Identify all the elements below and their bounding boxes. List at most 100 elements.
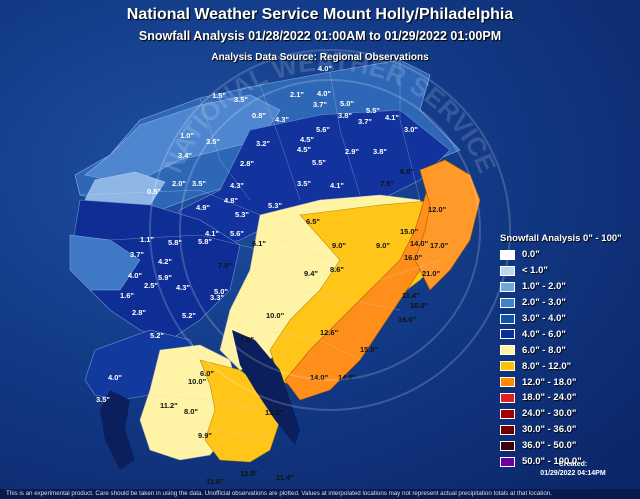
legend-item: 0.0" (500, 247, 638, 263)
legend-label: 0.0" (522, 249, 540, 261)
snowfall-observation: 7.0" (240, 335, 254, 344)
snowfall-observation: 3.7" (130, 250, 144, 259)
snowfall-observation: 4.1" (330, 181, 344, 190)
legend-item: 3.0" - 4.0" (500, 311, 638, 327)
legend-swatch (500, 265, 515, 276)
legend-swatch (500, 281, 515, 292)
snowfall-observation: 3.8" (338, 111, 352, 120)
county-lines (79, 60, 441, 441)
snowfall-observation: 10.0" (188, 377, 207, 386)
snowfall-observation: 8.6" (330, 265, 344, 274)
snowfall-observation: 17.0" (430, 241, 449, 250)
legend-swatch (500, 361, 515, 372)
legend-swatch (500, 377, 515, 388)
snowfall-observation: 3.7" (358, 117, 372, 126)
snowfall-observation: 3.5" (206, 137, 220, 146)
snowfall-observation: 5.6" (230, 229, 244, 238)
legend-label: < 1.0" (522, 265, 548, 277)
snowfall-observation: 4.5" (297, 145, 311, 154)
legend-swatch (500, 345, 515, 356)
legend-label: 3.0" - 4.0" (522, 313, 566, 324)
snowfall-observation: 3.8" (373, 147, 387, 156)
region-12-18-east (414, 159, 481, 291)
snowfall-observation: 14.0" (310, 373, 329, 382)
snowfall-observation: 12.6" (320, 328, 339, 337)
created-label: Created: (558, 461, 588, 468)
snowfall-observation: 2.9" (345, 147, 359, 156)
snowfall-observation: 5.2" (182, 311, 196, 320)
snowfall-observation: 3.0" (404, 125, 418, 134)
snowfall-observation: 8.0" (184, 407, 198, 416)
legend-item: 36.0" - 50.0" (500, 438, 638, 454)
legend-swatch (500, 392, 515, 403)
snowfall-observation: 3.3" (210, 293, 224, 302)
legend-title: Snowfall Analysis 0" - 100" (500, 233, 622, 244)
snowfall-observation: 10.0" (266, 311, 285, 320)
snowfall-observation: 11.6" (206, 477, 224, 486)
snowfall-observation: 4.1" (385, 113, 399, 122)
snowfall-observation: 6.1" (252, 239, 266, 248)
snowfall-observation: 5.2" (150, 331, 164, 340)
snowfall-observation: 4.0" (318, 64, 332, 73)
snowfall-observation: 5.8" (198, 237, 212, 246)
snowfall-observation: 2.8" (132, 308, 146, 317)
snowfall-observation: 2.1" (290, 90, 304, 99)
snowfall-observation: 4.1" (205, 229, 219, 238)
snowfall-observation: 14.0" (410, 239, 429, 248)
snowfall-observation: 9.9" (198, 431, 212, 440)
snowfall-observation: 11.4" (276, 473, 294, 482)
snowfall-observation: 2.0" (172, 179, 186, 188)
legend-label: 24.0" - 30.0" (522, 408, 577, 420)
created-time: 01/29/2022 04:14PM (540, 470, 606, 477)
observation-labels: 4.0" 1.5" 3.5" 2.1" 4.0" 3.7" 5.0" 5.5" 0.8" 3.8"… (96, 64, 449, 486)
legend-swatch (500, 424, 515, 435)
legend-label: 2.0" - 3.0" (522, 297, 566, 309)
legend-item: 1.0" - 2.0" (500, 279, 638, 295)
snowfall-observation: 6.0" (200, 369, 214, 378)
legend-item: 24.0" - 30.0" (500, 406, 638, 422)
snowfall-observation: 7.0" (218, 261, 232, 270)
snowfall-observation: 5.3" (268, 201, 282, 210)
legend-item: 50.0" - 100.0" (500, 454, 638, 470)
snowfall-observation: 9.4" (304, 269, 318, 278)
snowfall-observation: 3.5" (297, 179, 311, 188)
disclaimer-text: This is an experimental product. Care sh… (0, 489, 640, 499)
snowfall-observation: 9.0" (376, 241, 390, 250)
snowfall-observation: 3.4" (178, 151, 192, 160)
legend-swatch (500, 329, 515, 340)
snowfall-observation: 6.0" (400, 167, 414, 176)
snowfall-observation: 7.5" (380, 179, 394, 188)
snowfall-observation: 12.5" (240, 469, 259, 478)
snowfall-observation: 0.5" (147, 187, 161, 196)
legend-item: 12.0" - 18.0" (500, 374, 638, 390)
page-subtitle: Snowfall Analysis 01/28/2022 01:00AM to … (138, 29, 502, 43)
snowfall-observation: 4.3" (176, 283, 190, 292)
chesapeake-bay (100, 390, 135, 470)
legend-item: 18.0" - 24.0" (500, 390, 638, 406)
legend-label: 18.0" - 24.0" (522, 392, 577, 404)
legend-swatch (500, 408, 515, 419)
snowfall-observation: 4.3" (275, 115, 289, 124)
snowfall-observation: 9.0" (332, 241, 346, 250)
snowfall-observation: 13.0" (265, 408, 284, 417)
snowfall-observation: 5.9" (158, 273, 172, 282)
snowfall-observation: 21.0" (422, 269, 441, 278)
snowfall-observation: 1.5" (212, 91, 226, 100)
legend-item: 4.0" - 6.0" (500, 326, 638, 342)
snowfall-observation: 4.9" (196, 203, 210, 212)
snowfall-observation: 3.5" (192, 179, 206, 188)
legend-label: 30.0" - 36.0" (522, 424, 577, 436)
snowfall-observation: 0.8" (252, 111, 266, 120)
snowfall-observation: 5.3" (235, 210, 249, 219)
legend-label: 4.0" - 6.0" (522, 328, 566, 340)
legend-label: 6.0" - 8.0" (522, 344, 566, 356)
legend-item: 6.0" - 8.0" (500, 342, 638, 358)
snowfall-observation: 1.6" (120, 291, 134, 300)
legend-swatch (500, 249, 515, 260)
page-title: National Weather Service Mount Holly/Phi… (126, 6, 514, 23)
snowfall-observation: 5.5" (312, 158, 326, 167)
snowfall-observation: 16.0" (398, 315, 417, 324)
legend-rows: 0.0" < 1.0" 1.0" - 2.0" 2.0" - 3.0" 3.0" - 4… (500, 247, 638, 469)
snowfall-observation: 4.0" (108, 373, 122, 382)
snowfall-observation: 5.0" (214, 287, 228, 296)
